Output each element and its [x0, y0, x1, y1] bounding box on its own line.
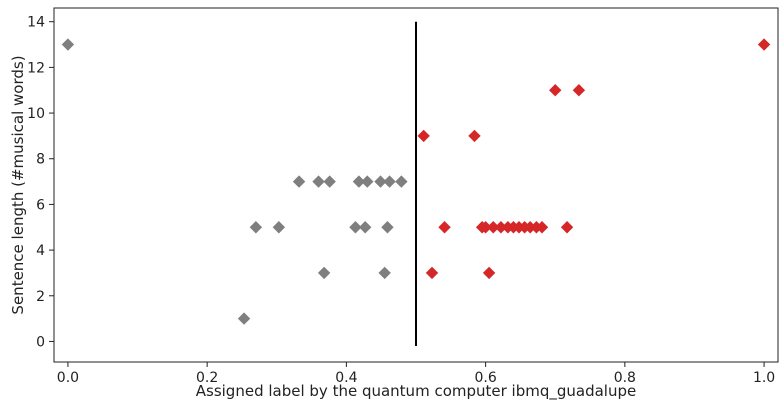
grey-point: [272, 221, 286, 234]
y-tick-label: 14: [27, 15, 45, 31]
grey-point: [249, 221, 263, 234]
grey-point: [323, 175, 336, 188]
grey-point: [395, 175, 408, 188]
x-tick-label: 1.0: [753, 370, 775, 386]
red-point: [479, 221, 492, 234]
y-tick-label: 2: [36, 289, 45, 305]
red-point: [560, 221, 574, 234]
grey-point: [61, 38, 75, 51]
grey-point: [381, 221, 394, 234]
y-tick-label: 8: [36, 152, 45, 168]
red-point: [535, 221, 549, 234]
plot-frame: [53, 7, 779, 363]
x-tick-label: 0.2: [196, 370, 218, 386]
x-axis-ticks: 0.0 0.2 0.4 0.6 0.8 1.0: [57, 362, 775, 386]
grey-point: [361, 175, 374, 188]
y-tick-label: 0: [36, 334, 45, 350]
red-point: [425, 266, 439, 280]
grey-point: [292, 175, 306, 188]
y-tick-label: 10: [27, 106, 45, 122]
y-tick-label: 4: [36, 243, 45, 259]
red-point: [494, 221, 508, 234]
red-point: [572, 84, 586, 97]
x-tick-label: 0.0: [57, 370, 79, 386]
grey-point: [312, 175, 325, 188]
y-tick-label: 12: [27, 60, 45, 76]
x-tick-label: 0.6: [474, 370, 496, 386]
grey-point: [317, 266, 331, 280]
red-point: [523, 221, 537, 234]
grey-point: [358, 221, 372, 234]
red-point: [757, 38, 771, 51]
grey-point: [374, 175, 387, 188]
red-point: [438, 221, 451, 234]
x-tick-label: 0.4: [335, 370, 357, 386]
plot-marks: [61, 21, 771, 347]
x-axis-label: Assigned label by the quantum computer i…: [196, 382, 637, 401]
y-axis-label: Sentence length (#musical words): [9, 55, 27, 314]
x-tick-label: 0.8: [614, 370, 636, 386]
grey-point: [378, 266, 391, 280]
red-point: [468, 129, 481, 143]
y-tick-label: 6: [36, 197, 45, 213]
grey-point: [237, 312, 251, 325]
grey-point: [352, 175, 366, 188]
red-point: [487, 221, 500, 234]
y-axis-ticks: 0 2 4 6 8 10 12 14: [27, 15, 54, 350]
grey-point: [349, 221, 362, 234]
grey-point: [383, 175, 396, 188]
red-point: [482, 266, 496, 280]
red-point: [549, 84, 562, 97]
red-point: [417, 129, 430, 143]
